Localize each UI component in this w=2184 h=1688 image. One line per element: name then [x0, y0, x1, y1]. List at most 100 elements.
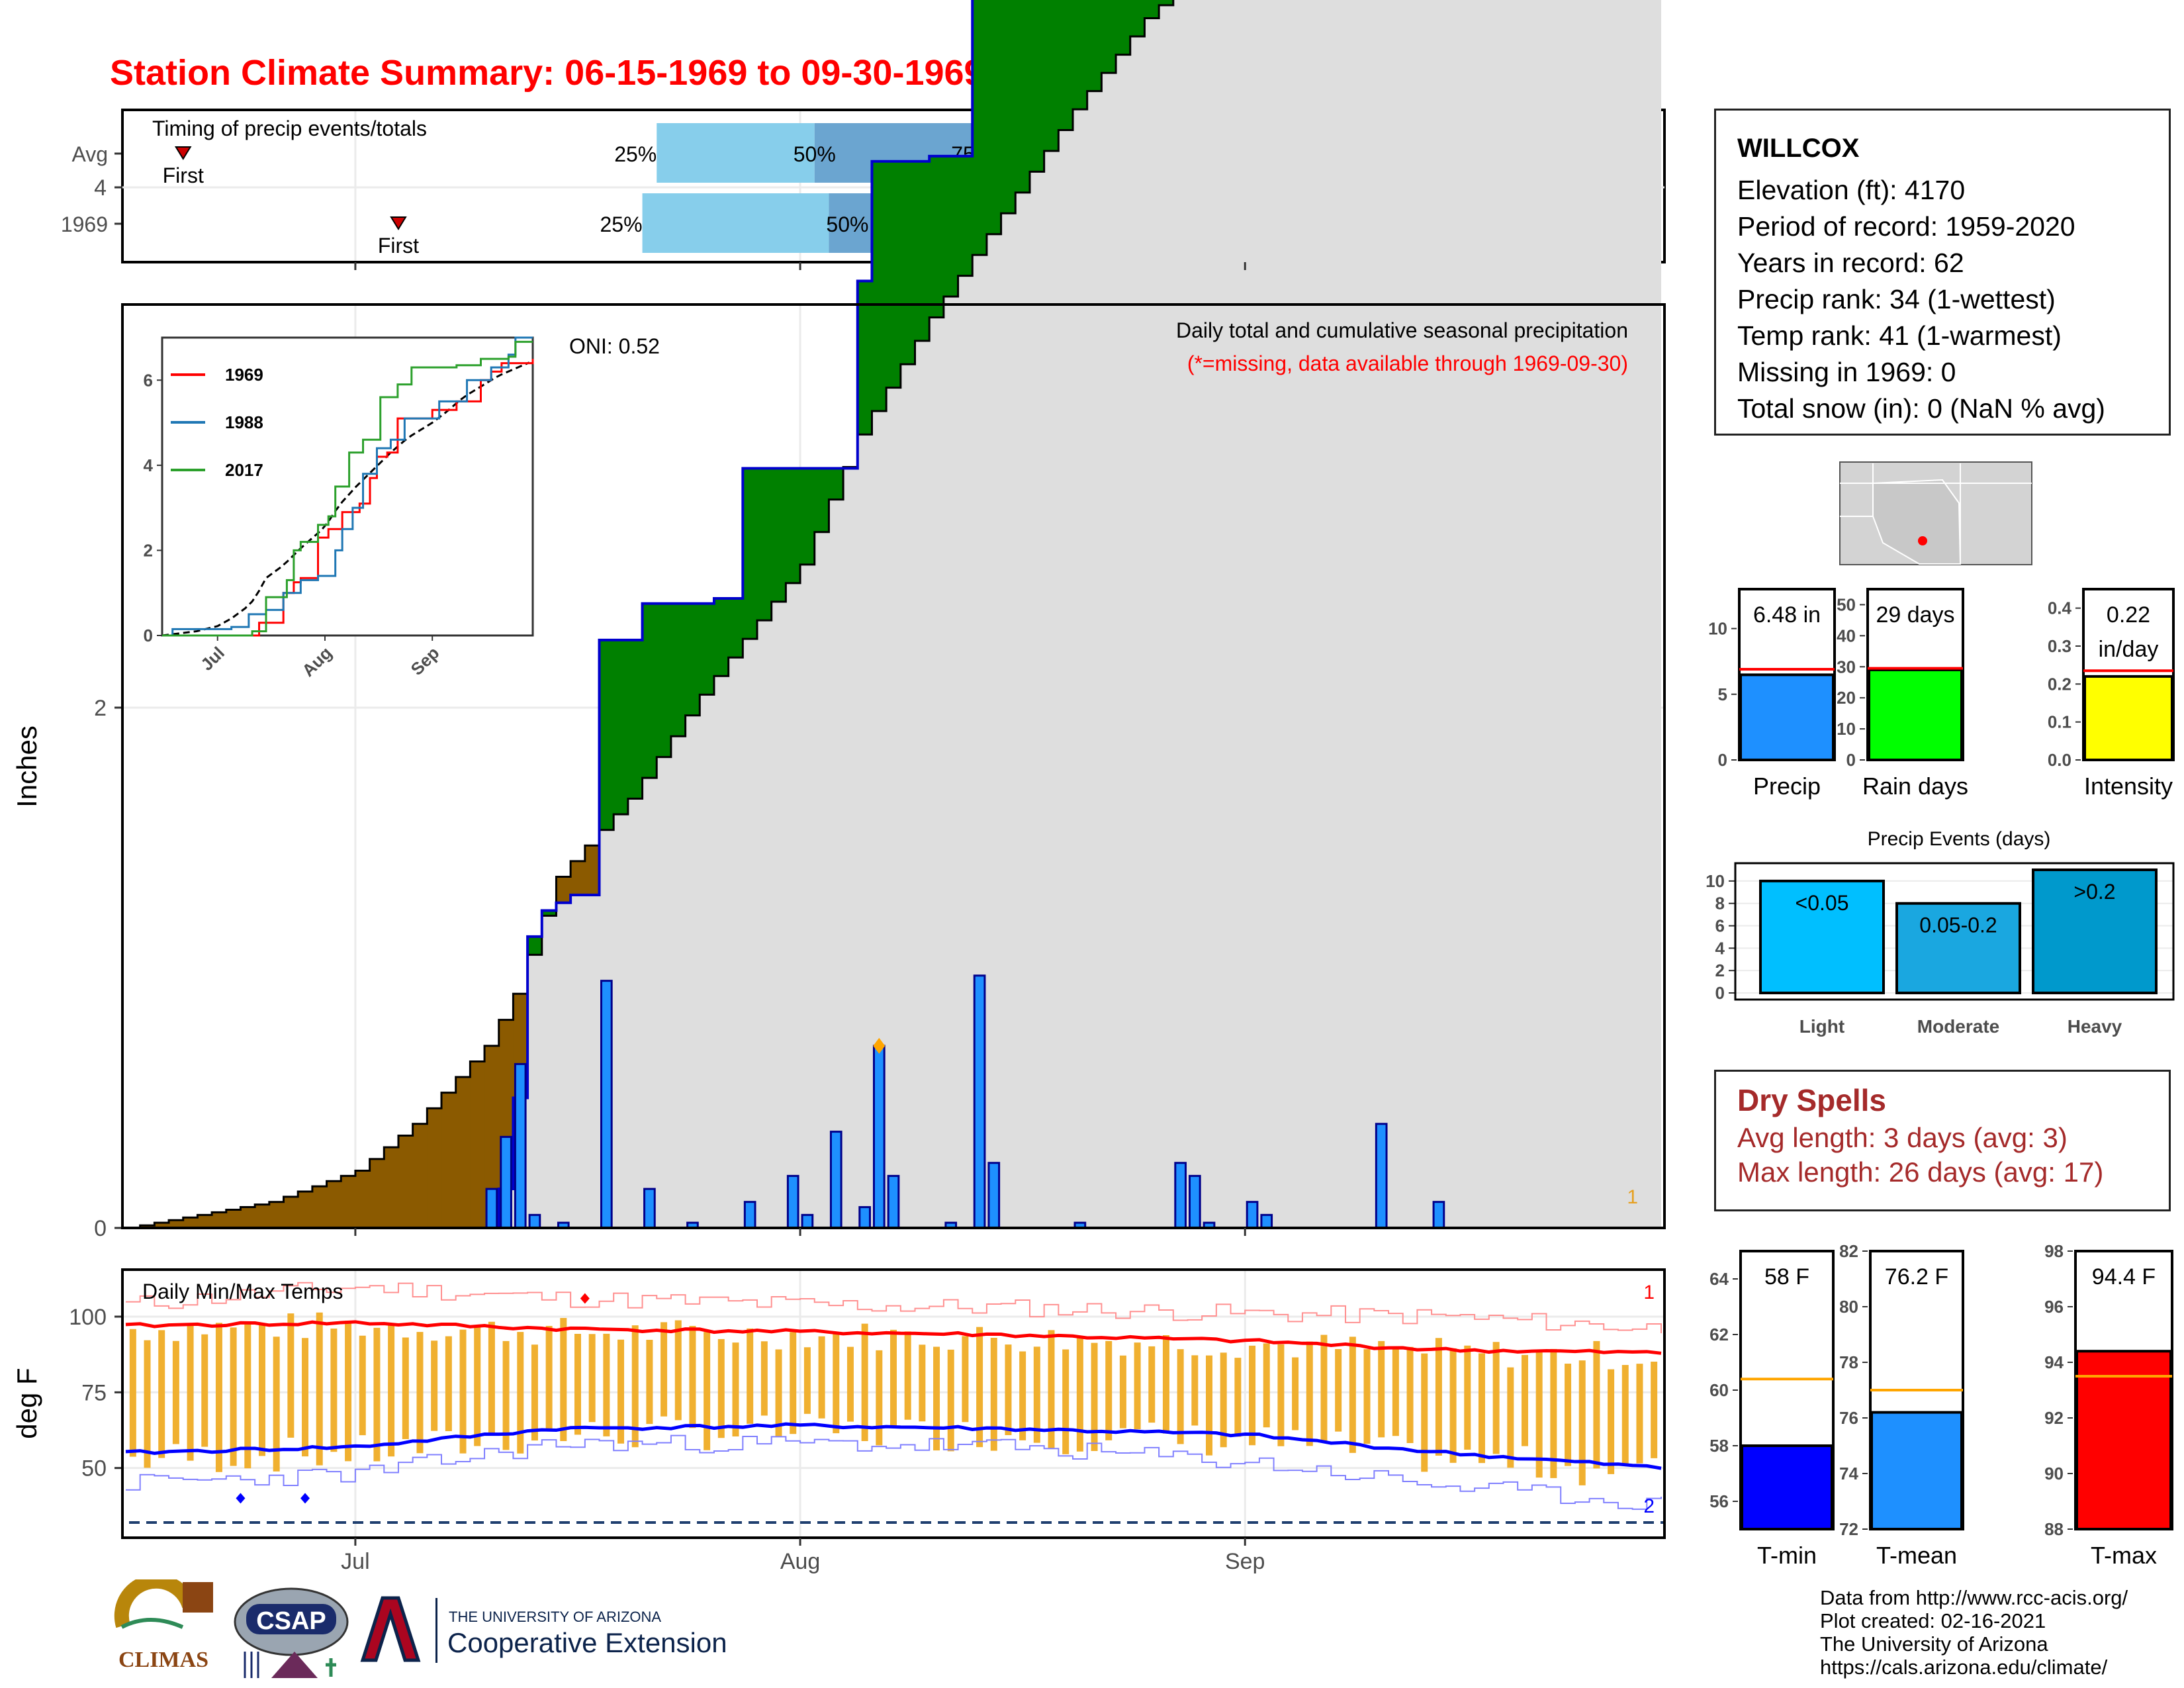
record-low-marker	[300, 1493, 310, 1504]
mini-bar-ytick-label: 64	[1709, 1269, 1729, 1289]
mini-bar-category: T-max	[2091, 1542, 2157, 1569]
timing-pct-label: 50%	[826, 212, 868, 236]
below-normal-fill	[341, 1176, 356, 1228]
temp-count-bottom: 2	[1643, 1495, 1655, 1517]
ua-logo-small-text: THE UNIVERSITY OF ARIZONA	[449, 1609, 661, 1625]
above-normal-fill	[886, 161, 901, 388]
below-normal-fill	[369, 1158, 385, 1228]
above-normal-fill	[1015, 0, 1030, 193]
daily-precip-bar	[973, 974, 986, 1229]
mini-bar-ytick-label: 0.3	[2048, 636, 2071, 656]
daily-precip-bar	[987, 1162, 1001, 1229]
record-min-line	[126, 1434, 1662, 1510]
inset-series-line	[162, 359, 534, 637]
csap-logo-art: CSAP	[234, 1587, 349, 1678]
average-tmax-line	[125, 1320, 1662, 1355]
mini-bar-ytick-label: 0.1	[2048, 712, 2071, 732]
record-max-line	[126, 1282, 1662, 1334]
precip-ytick-label: 2	[94, 696, 107, 721]
station-line: Total snow (in): 0 (NaN % avg)	[1737, 393, 2105, 424]
mini-bar-ytick-label: 10	[1837, 719, 1856, 739]
temp-count-top: 1	[1643, 1282, 1655, 1303]
mini-bar-ytick-label: 72	[1839, 1519, 1858, 1539]
mini-bar-ytick-label: 56	[1709, 1491, 1729, 1511]
csap-logo-text: CSAP	[256, 1607, 326, 1635]
daily-precip-bar	[643, 1188, 656, 1229]
daily-precip-bar	[1375, 1123, 1388, 1229]
precip-event-bar-label: <0.05	[1796, 891, 1849, 915]
mini-bar-ytick-label: 94	[2044, 1352, 2064, 1372]
temp-ytick-label: 100	[69, 1305, 107, 1330]
above-normal-fill	[1087, 0, 1102, 91]
precip-events-ytick-label: 0	[1715, 983, 1725, 1003]
mini-bar-value-label: 94.4 F	[2092, 1264, 2156, 1289]
precip-events-ytick-label: 4	[1715, 938, 1725, 958]
inset-legend-label: 1988	[225, 412, 263, 432]
timing-event-label: First	[378, 234, 419, 258]
mini-bar-ytick-label: 74	[1839, 1464, 1858, 1483]
below-normal-fill	[326, 1181, 341, 1228]
climas-sun-icon	[114, 1573, 197, 1628]
daily-precip-bar	[500, 1135, 512, 1229]
above-normal-fill	[1130, 0, 1145, 37]
precip-ylabel: Inches	[11, 726, 42, 808]
daily-precip-bar	[887, 1174, 900, 1229]
ua-extension-logo: THE UNIVERSITY OF ARIZONA Cooperative Ex…	[357, 1594, 741, 1667]
daily-precip-bar	[485, 1188, 498, 1229]
csap-logo: CSAP	[232, 1585, 351, 1685]
credit-line: Data from http://www.rcc-acis.org/	[1820, 1586, 2128, 1609]
record-day-marker	[873, 1037, 886, 1054]
above-normal-fill	[972, 0, 987, 256]
daily-precip-bar	[786, 1174, 799, 1229]
station-line: Years in record: 62	[1737, 248, 1964, 278]
daily-precip-bar	[872, 1045, 886, 1229]
climas-logo: CLIMAS	[110, 1573, 217, 1679]
above-normal-fill	[829, 468, 844, 500]
inset-ytick-label: 4	[144, 455, 154, 475]
below-normal-fill	[455, 1077, 471, 1228]
above-normal-fill	[943, 156, 959, 297]
mini-bar-value	[1870, 1411, 1963, 1531]
mini-bar-ytick-label: 60	[1709, 1380, 1729, 1400]
below-normal-fill	[240, 1207, 255, 1228]
mini-bar-ytick-label: 90	[2044, 1464, 2064, 1483]
daily-precip-bar	[1432, 1201, 1445, 1229]
above-normal-fill	[929, 156, 944, 318]
station-location-marker	[1918, 536, 1927, 545]
daily-precip-bar	[1260, 1213, 1273, 1229]
mini-bar-value	[2083, 675, 2173, 761]
mini-bar-value-label: 58 F	[1764, 1264, 1809, 1289]
below-normal-fill	[298, 1191, 313, 1228]
temp-ytick-label: 50	[81, 1456, 107, 1481]
mini-bar-category: T-mean	[1876, 1542, 1957, 1569]
precip-ytick-label: 4	[94, 175, 107, 201]
above-normal-fill	[599, 639, 614, 830]
ua-logo-art: THE UNIVERSITY OF ARIZONA Cooperative Ex…	[360, 1596, 727, 1663]
daily-precip-bar	[743, 1201, 756, 1229]
month-xtick-label: Sep	[1225, 1549, 1265, 1574]
mini-bar-category: T-min	[1757, 1542, 1817, 1569]
timing-bar-25-50	[657, 123, 815, 183]
inset-ytick-label: 6	[144, 370, 153, 390]
precip-event-bar-label: 0.05-0.2	[1919, 914, 1997, 937]
above-normal-fill	[786, 468, 801, 583]
dry-spells-box: Dry Spells Avg length: 3 days (avg: 3) M…	[1714, 1070, 2171, 1211]
normal-precip-area	[126, 0, 1661, 1228]
month-xtick-label: Aug	[780, 1549, 821, 1574]
mini-bar-value	[1739, 673, 1835, 761]
above-normal-fill	[657, 603, 672, 757]
mini-bar-ytick-label: 92	[2044, 1408, 2064, 1428]
mini-bar-ytick-label: 40	[1837, 626, 1856, 645]
precip-events-border	[1734, 862, 2175, 1001]
precip-event-category: Heavy	[2068, 1016, 2122, 1037]
inset-series-line	[162, 336, 533, 637]
mini-bar-ytick-label: 76	[1839, 1408, 1858, 1428]
below-normal-fill	[212, 1212, 227, 1228]
inset-series-line	[162, 340, 533, 637]
precip-events-ytick-label: 6	[1715, 916, 1725, 936]
station-info-box: WILLCOX Elevation (ft): 4170 Period of r…	[1714, 109, 2171, 436]
timing-panel-label: Timing of precip events/totals	[152, 117, 427, 140]
record-low-marker	[236, 1493, 246, 1504]
below-normal-fill	[269, 1201, 285, 1228]
